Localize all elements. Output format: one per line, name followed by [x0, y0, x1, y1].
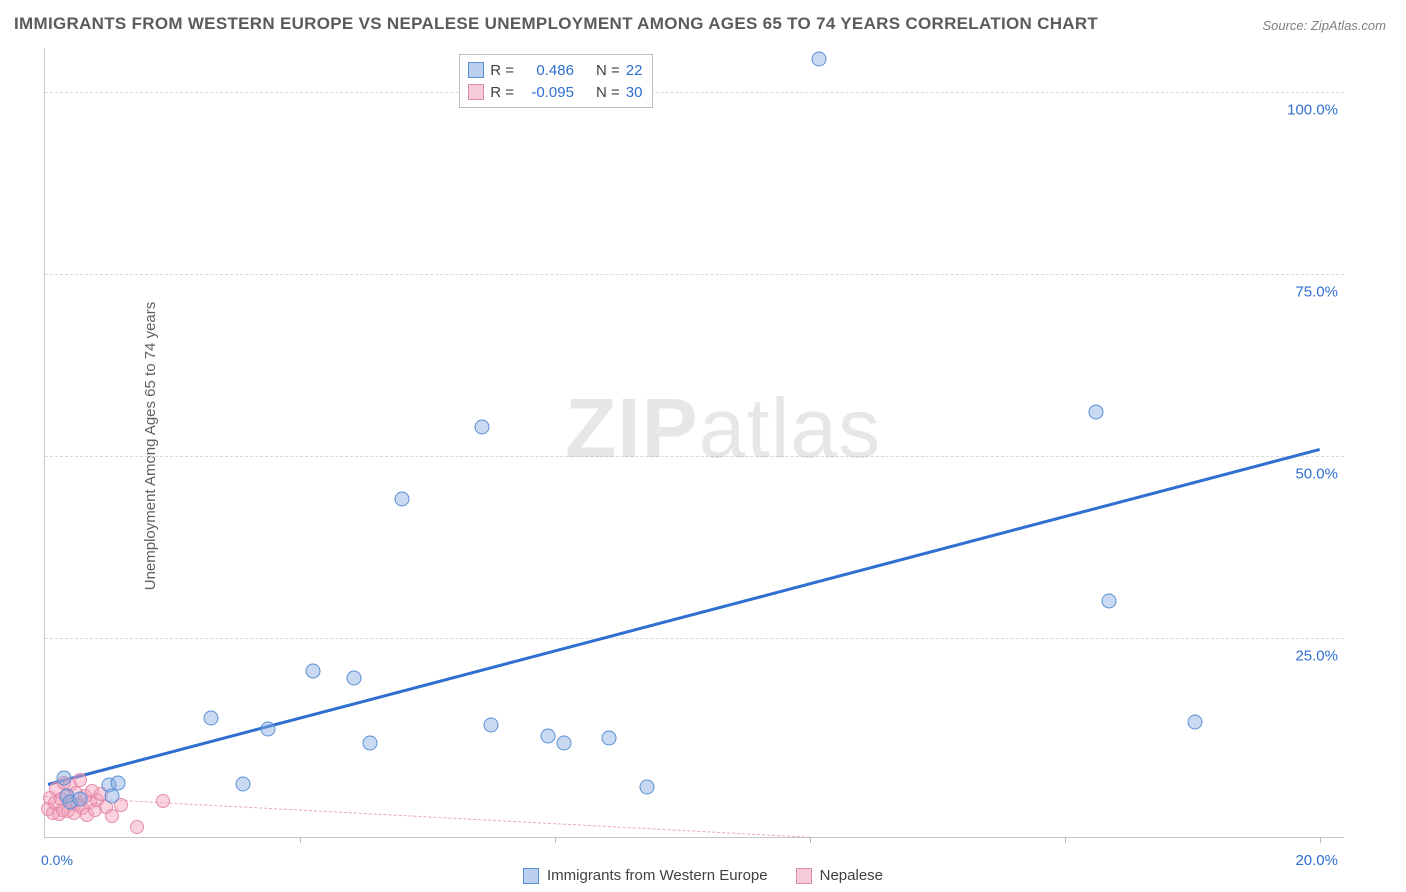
data-point [474, 419, 489, 434]
source-prefix: Source: [1262, 18, 1310, 33]
correlation-row: R = -0.095 N = 30 [468, 81, 642, 103]
data-point [640, 780, 655, 795]
y-tick-label: 100.0% [1287, 101, 1338, 118]
source-attribution: Source: ZipAtlas.com [1262, 18, 1386, 33]
square-icon [523, 868, 539, 884]
legend-label: Immigrants from Western Europe [547, 867, 768, 884]
data-point [1188, 714, 1203, 729]
square-icon [468, 62, 484, 78]
x-tick [1065, 837, 1066, 843]
data-point [557, 736, 572, 751]
gridline [45, 638, 1344, 639]
y-tick-label: 50.0% [1295, 465, 1338, 482]
plot-area: 25.0%50.0%75.0%100.0%0.0%20.0%ZIPatlasR … [44, 48, 1344, 838]
correlation-legend: R = 0.486 N = 22 R = -0.095 N = 30 [459, 54, 653, 108]
data-point [601, 731, 616, 746]
n-value: 30 [626, 84, 643, 101]
series-legend: Immigrants from Western Europe Nepalese [523, 867, 883, 884]
watermark: ZIPatlas [565, 380, 881, 477]
gridline [45, 274, 1344, 275]
r-value: -0.095 [520, 84, 574, 101]
x-tick [1320, 837, 1321, 843]
x-end-label: 20.0% [1295, 852, 1338, 869]
data-point [111, 776, 126, 791]
trend-line [48, 449, 1320, 786]
data-point [541, 729, 556, 744]
x-tick [810, 837, 811, 843]
y-tick-label: 75.0% [1295, 283, 1338, 300]
legend-item-blue: Immigrants from Western Europe [523, 867, 768, 884]
n-value: 22 [626, 62, 643, 79]
data-point [105, 809, 119, 823]
chart-title: IMMIGRANTS FROM WESTERN EUROPE VS NEPALE… [14, 14, 1098, 34]
r-label: R = [490, 62, 514, 79]
data-point [73, 773, 87, 787]
y-tick-label: 25.0% [1295, 647, 1338, 664]
data-point [57, 770, 72, 785]
data-point [347, 670, 362, 685]
source-name: ZipAtlas.com [1311, 18, 1386, 33]
x-tick [300, 837, 301, 843]
data-point [235, 777, 250, 792]
legend-item-pink: Nepalese [796, 867, 883, 884]
square-icon [468, 84, 484, 100]
n-label: N = [596, 62, 620, 79]
n-label: N = [596, 84, 620, 101]
origin-label: 0.0% [41, 852, 73, 868]
legend-label: Nepalese [820, 867, 883, 884]
data-point [812, 51, 827, 66]
data-point [363, 736, 378, 751]
gridline [45, 92, 1344, 93]
data-point [484, 718, 499, 733]
x-tick [555, 837, 556, 843]
gridline [45, 456, 1344, 457]
data-point [261, 721, 276, 736]
r-value: 0.486 [520, 62, 574, 79]
r-label: R = [490, 84, 514, 101]
data-point [130, 820, 144, 834]
data-point [1102, 594, 1117, 609]
data-point [156, 794, 170, 808]
data-point [73, 792, 88, 807]
data-point [203, 710, 218, 725]
square-icon [796, 868, 812, 884]
correlation-row: R = 0.486 N = 22 [468, 59, 642, 81]
data-point [1089, 405, 1104, 420]
data-point [394, 492, 409, 507]
data-point [305, 663, 320, 678]
